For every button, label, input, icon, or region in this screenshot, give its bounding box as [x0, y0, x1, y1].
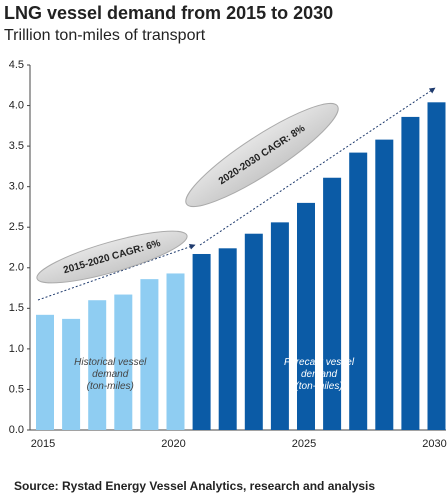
- bar: [323, 177, 342, 430]
- x-tick-label: 2015: [31, 438, 55, 450]
- bar: [297, 202, 315, 430]
- y-tick-label: 0.0: [9, 424, 24, 436]
- bar: [401, 116, 420, 431]
- y-tick-label: 4.5: [9, 59, 24, 71]
- x-tick-label: 2025: [292, 438, 316, 450]
- source: Source: Rystad Energy Vessel Analytics, …: [14, 479, 375, 493]
- bar: [192, 253, 211, 430]
- y-tick-label: 3.0: [9, 181, 24, 193]
- bar: [218, 248, 237, 430]
- bar: [36, 314, 54, 430]
- x-tick-label: 2020: [161, 438, 185, 450]
- bar: [88, 300, 107, 430]
- bar: [427, 102, 446, 431]
- bar: [140, 279, 159, 430]
- bar: [62, 318, 81, 430]
- y-tick-label: 0.5: [9, 383, 24, 395]
- y-tick-label: 1.5: [9, 302, 24, 314]
- y-tick-label: 3.5: [9, 140, 24, 152]
- bar: [114, 294, 133, 430]
- y-tick-label: 4.0: [9, 99, 24, 111]
- x-tick-label: 2030: [422, 438, 446, 450]
- bar: [270, 222, 289, 430]
- bar: [166, 273, 185, 430]
- trend-arrow: [199, 87, 436, 246]
- annotation-bubble: 2020-2030 CAGR: 8%: [185, 102, 339, 208]
- bar: [349, 152, 368, 430]
- y-tick-label: 2.0: [9, 262, 24, 274]
- series-label: Forecast vessel demand (ton-miles): [284, 357, 355, 392]
- y-tick-label: 1.0: [9, 343, 24, 355]
- chart-title: LNG vessel demand from 2015 to 2030: [4, 3, 333, 23]
- bar: [375, 139, 394, 430]
- chart-subtitle: Trillion ton-miles of transport: [4, 27, 206, 44]
- y-tick-label: 2.5: [9, 221, 24, 233]
- bar: [244, 233, 263, 430]
- series-label: Historical vessel demand (ton-miles): [74, 357, 147, 392]
